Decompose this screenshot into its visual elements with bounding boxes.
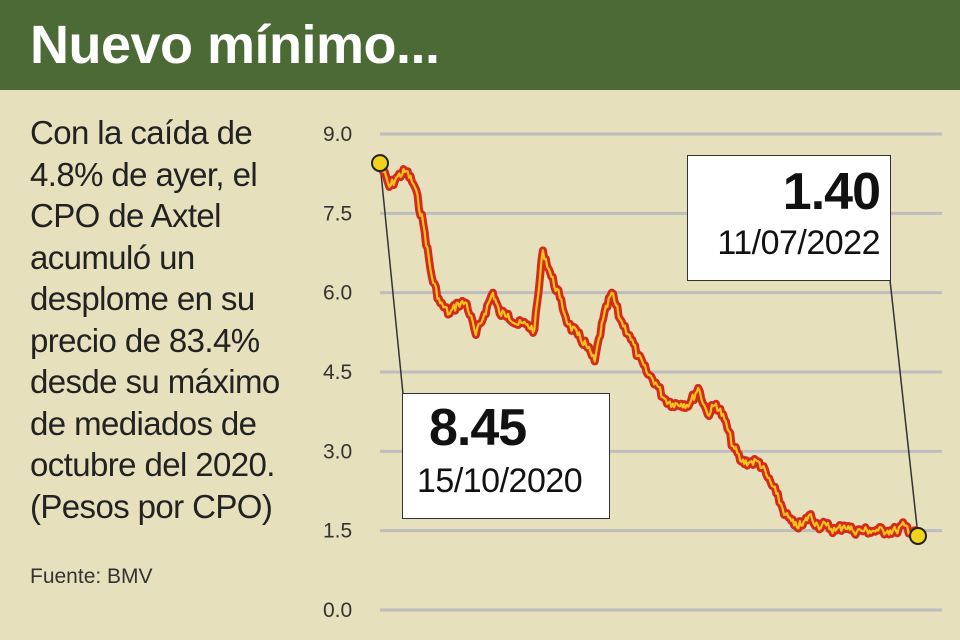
header-bar: Nuevo mínimo...	[0, 0, 960, 90]
y-tick-label: 4.5	[323, 361, 352, 384]
y-tick-label: 6.0	[323, 282, 352, 305]
page-title: Nuevo mínimo...	[30, 15, 440, 75]
start-date: 15/10/2020	[417, 462, 583, 500]
y-tick-label: 9.0	[323, 123, 352, 146]
description-line: octubre del 2020.	[30, 446, 275, 483]
end-date: 11/07/2022	[717, 224, 880, 262]
end-point-marker	[909, 526, 927, 545]
y-tick-label: 1.5	[323, 520, 352, 543]
description-line: (Pesos por CPO)	[30, 487, 273, 525]
end-callout: 1.40 11/07/2022	[687, 155, 891, 281]
description-line: Con la caída de	[30, 114, 253, 151]
description-line: acumuló un	[30, 238, 195, 276]
description-text: Con la caída de 4.8% de ayer, el CPO de …	[30, 112, 320, 527]
description-line: desde su máximo	[30, 363, 280, 400]
description-line: de mediados de	[30, 404, 257, 442]
start-point-marker	[371, 154, 389, 173]
start-callout: 8.45 15/10/2020	[402, 393, 610, 519]
description-line: 4.8% de ayer, el	[30, 155, 258, 193]
series-line	[378, 162, 920, 538]
description-line: precio de 83.4%	[30, 321, 260, 359]
start-value: 8.45	[429, 399, 527, 457]
start-leader-line	[379, 163, 404, 395]
y-tick-label: 0.0	[323, 599, 352, 622]
description-line: desplome en su	[30, 280, 255, 317]
description-line: CPO de Axtel	[30, 197, 222, 234]
end-value: 1.40	[782, 163, 881, 221]
source-note: Fuente: BMV	[30, 565, 153, 588]
end-leader-line	[889, 279, 919, 537]
y-tick-label: 7.5	[323, 202, 352, 225]
y-tick-label: 3.0	[323, 440, 352, 463]
